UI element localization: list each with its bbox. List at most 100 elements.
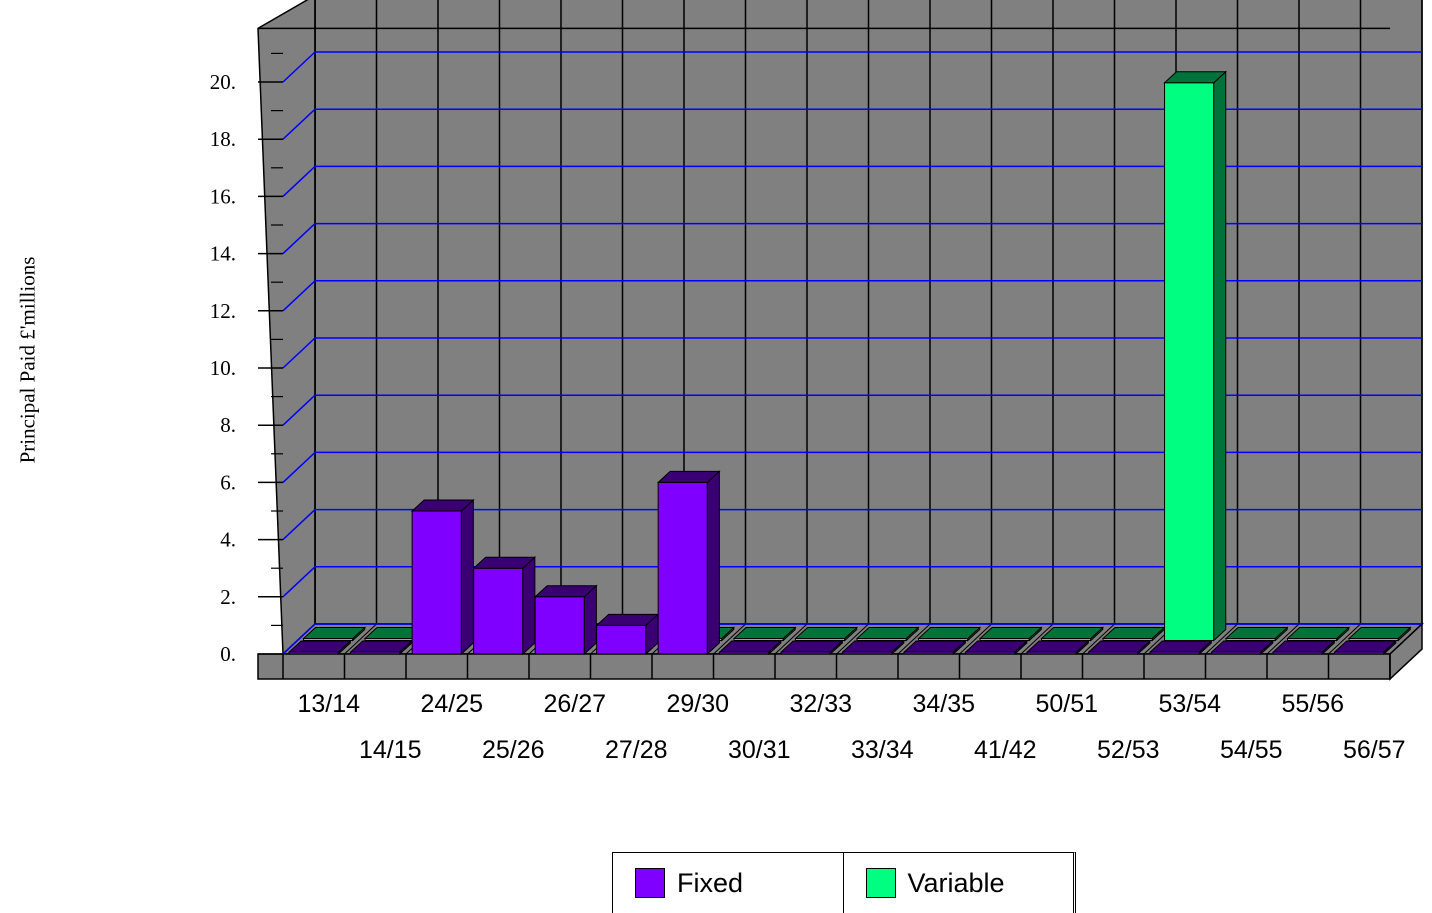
y-tick-label: 12. <box>210 299 236 323</box>
y-tick-label: 0. <box>220 642 236 666</box>
floor-divider <box>897 623 931 655</box>
x-tick-label: 24/25 <box>420 690 483 718</box>
x-tick-label: 29/30 <box>666 690 729 718</box>
bar-fixed-top <box>1148 640 1213 653</box>
bar-variable-top <box>1347 627 1412 639</box>
bar-variable-top <box>1040 627 1105 639</box>
y-tick-label: 4. <box>220 528 236 552</box>
gridline-side <box>282 566 316 598</box>
gridline-side <box>282 108 316 140</box>
y-tick-label: 20. <box>210 70 236 94</box>
floor-divider <box>1082 623 1115 655</box>
x-tick-label: 30/31 <box>728 736 791 764</box>
x-tick-label: 50/51 <box>1035 690 1098 718</box>
bar-variable-top <box>794 627 859 639</box>
bar-variable-front <box>1164 82 1215 641</box>
bar-fixed-top <box>902 640 967 653</box>
x-tick-label: 52/53 <box>1097 736 1160 764</box>
x-tick-label: 56/57 <box>1343 736 1406 764</box>
x-tick-label: 53/54 <box>1158 690 1221 718</box>
gridline-side <box>282 623 316 655</box>
x-tick-label: 55/56 <box>1281 690 1344 718</box>
gridline-side <box>282 394 316 426</box>
legend-swatch-fixed <box>635 868 665 898</box>
gridline-side <box>282 280 316 312</box>
bar-variable-top <box>978 627 1043 639</box>
x-tick-label: 54/55 <box>1220 736 1283 764</box>
legend-label-variable: Variable <box>907 867 1005 898</box>
bar-variable-side <box>1213 70 1227 642</box>
y-tick-label: 8. <box>220 413 236 437</box>
floor-divider <box>1389 623 1423 655</box>
bar-fixed-top <box>472 556 537 569</box>
floor-divider <box>959 623 992 655</box>
bar-fixed-front <box>473 567 524 655</box>
bar-fixed-side <box>583 584 597 656</box>
floor-front <box>257 653 1391 680</box>
floor-divider <box>1328 623 1361 655</box>
bar-fixed-top <box>533 585 598 598</box>
y-tick-label: 2. <box>220 585 236 609</box>
x-tick-label: 32/33 <box>789 690 852 718</box>
gridline-side <box>282 509 316 541</box>
bar-fixed-side <box>706 470 720 656</box>
bar-fixed-front <box>534 596 585 655</box>
bar-fixed-top <box>1333 640 1398 653</box>
floor-divider <box>344 623 377 655</box>
floor-divider <box>1266 623 1300 655</box>
x-tick-label: 41/42 <box>974 736 1037 764</box>
floor-divider <box>713 623 746 655</box>
x-tick-label: 25/26 <box>482 736 545 764</box>
bar-variable-top <box>855 627 920 639</box>
bar-fixed-top <box>779 640 844 653</box>
bar-fixed-top <box>656 470 721 483</box>
bar-fixed-side <box>460 498 474 656</box>
gridline-side <box>282 223 316 255</box>
legend: Fixed Variable <box>612 852 1076 913</box>
gridline-side <box>282 337 316 369</box>
bar-fixed-top <box>1271 640 1336 653</box>
bar-fixed-top <box>1025 640 1090 653</box>
x-tick-label: 14/15 <box>359 736 422 764</box>
bar-fixed-side <box>522 556 536 656</box>
x-tick-label: 27/28 <box>605 736 668 764</box>
floor-divider <box>1205 623 1238 655</box>
bar-fixed-top <box>841 640 906 653</box>
bar-fixed-top <box>718 640 783 653</box>
y-tick-label: 10. <box>210 356 236 380</box>
gridline-side <box>282 451 316 483</box>
bar-variable-top <box>917 627 982 639</box>
x-tick-label: 26/27 <box>543 690 606 718</box>
bar-fixed-top <box>1087 640 1152 653</box>
x-tick-label: 33/34 <box>851 736 914 764</box>
floor-divider <box>1020 623 1054 655</box>
bar-variable-top <box>732 627 797 639</box>
x-tick-label: 13/14 <box>297 690 360 718</box>
bar-fixed-front <box>596 624 647 655</box>
bar-fixed-top <box>964 640 1029 653</box>
floor-divider <box>836 623 869 655</box>
x-tick-label: 34/35 <box>912 690 975 718</box>
bar-fixed-front <box>411 510 462 655</box>
floor-divider <box>774 623 808 655</box>
y-tick-label: 6. <box>220 470 236 494</box>
y-tick-label: 16. <box>210 184 236 208</box>
gridline-side <box>282 165 316 197</box>
bar-variable-top <box>1286 627 1351 639</box>
legend-item-variable: Variable <box>842 853 1074 913</box>
legend-item-fixed: Fixed <box>613 853 843 913</box>
gridline-side <box>282 51 316 83</box>
legend-swatch-variable <box>865 868 896 898</box>
bar-chart: 0. 2. 4. 6. 8. 10. 12. 14. 16. 18. 20. 13/14 14/15 24… <box>210 0 1424 764</box>
legend-label-fixed: Fixed <box>677 867 744 898</box>
bar-fixed-top <box>410 499 475 512</box>
side-wall <box>257 0 316 656</box>
bar-fixed-top <box>1210 640 1275 653</box>
y-tick-label: 14. <box>210 242 236 266</box>
bar-fixed-front <box>657 481 708 655</box>
bar-variable-top <box>1224 627 1289 639</box>
bar-variable-top <box>302 627 367 639</box>
y-tick-label: 18. <box>210 127 236 151</box>
bar-fixed-top <box>287 640 352 653</box>
bar-variable-top <box>1163 71 1228 84</box>
